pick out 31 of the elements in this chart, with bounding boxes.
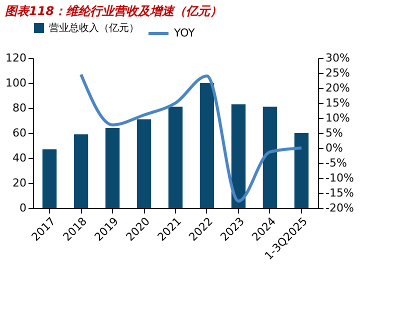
y-tick-label: 60 (12, 126, 26, 140)
bar (231, 104, 246, 208)
y2-tick-label: 10% (326, 112, 350, 124)
legend-label: 营业总收入（亿元） (49, 22, 139, 34)
y-tick-label: 120 (6, 52, 26, 64)
y2-tick-label: -20% (326, 202, 354, 214)
y-tick-label: 20 (12, 176, 26, 190)
bar (262, 106, 278, 208)
bar (42, 149, 57, 208)
line-series (80, 73, 303, 203)
y2-tick-label: 5% (326, 126, 343, 140)
chart-title: 图表118：维纶行业营收及增速（亿元） (5, 4, 222, 18)
y2-tick-label: 25% (326, 66, 350, 80)
bar (200, 83, 214, 208)
y2-tick-label: 15% (326, 96, 350, 110)
y2-tick-label: 30% (326, 52, 350, 64)
bar (168, 106, 183, 208)
y2-tick-label: -5% (326, 156, 347, 170)
y2-tick-label: 20% (326, 82, 350, 94)
legend-label: YOY (173, 26, 196, 40)
bar (136, 119, 152, 208)
bar (105, 128, 120, 208)
bar (74, 134, 88, 208)
y2-tick-label: -15% (326, 186, 354, 200)
y-tick-label: 80 (12, 102, 26, 114)
y2-tick-label: 0% (326, 142, 343, 154)
y-tick-label: 100 (6, 76, 26, 90)
y-tick-label: 40 (12, 152, 26, 164)
y2-tick-label: -10% (326, 172, 354, 184)
bar (294, 133, 309, 208)
y-tick-label: 0 (20, 202, 26, 214)
